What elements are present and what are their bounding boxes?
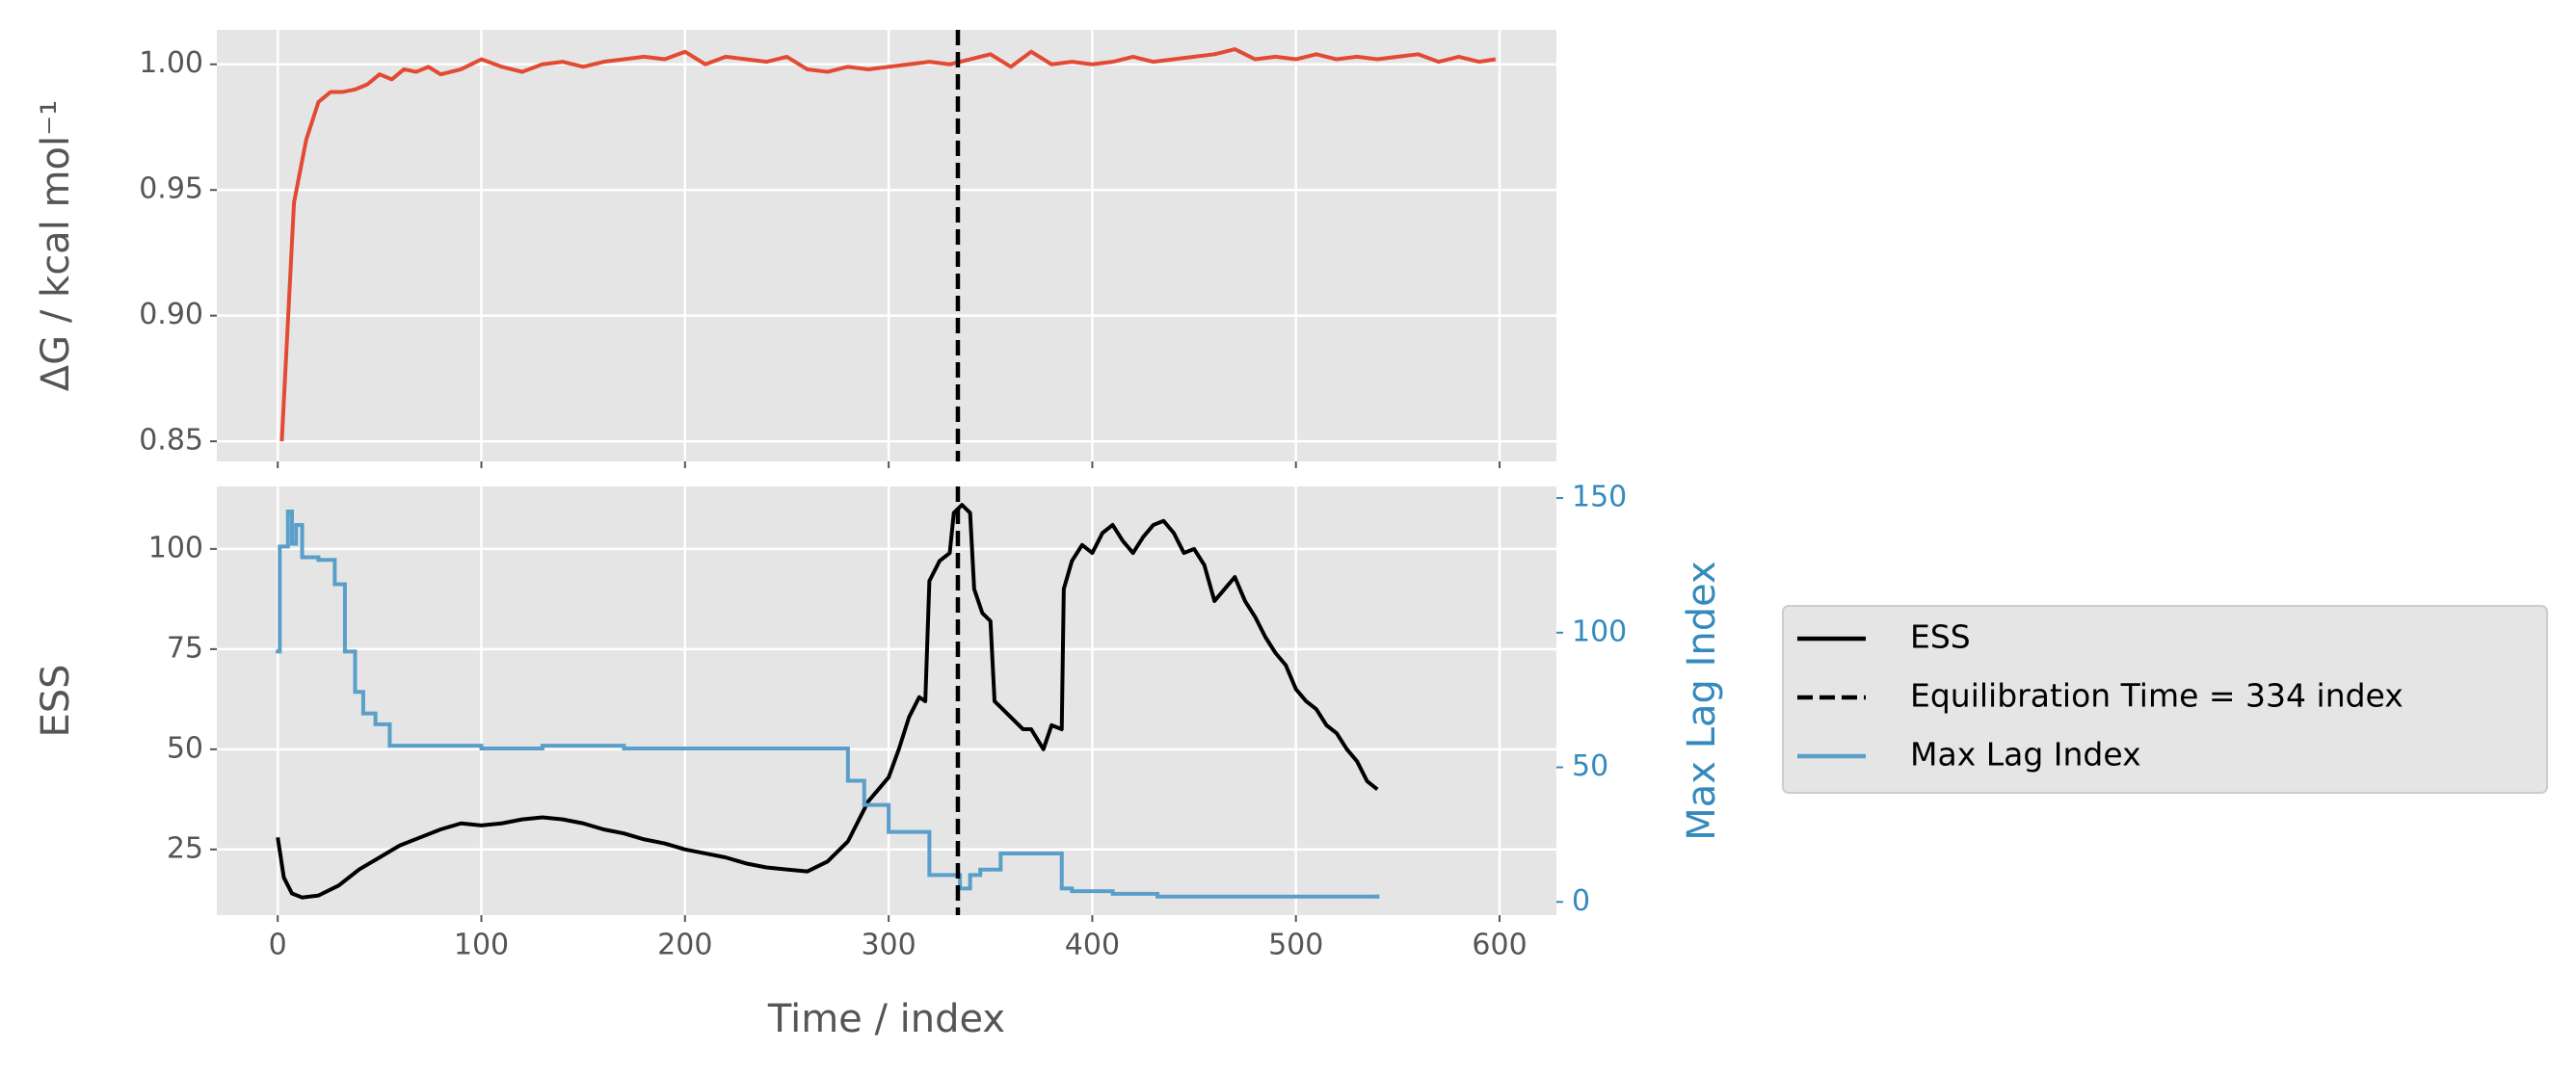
y-tick-label: 1.00	[139, 46, 203, 80]
y2-tick-label: 50	[1572, 749, 1608, 783]
legend-box	[1782, 605, 2548, 794]
x-tick-label: 500	[1268, 929, 1323, 962]
legend-label: Equilibration Time = 334 index	[1910, 677, 2403, 715]
x-axis-label: Time / index	[767, 997, 1005, 1041]
y-tick-label: 0.85	[139, 424, 203, 458]
y-axis-label: ΔG / kcal mol⁻¹	[34, 100, 78, 391]
x-tick-label: 100	[454, 929, 509, 962]
y-tick-label: 75	[167, 631, 203, 665]
y-tick-label: 100	[148, 531, 203, 564]
x-tick-label: 300	[861, 929, 916, 962]
y-tick-label: 0.95	[139, 172, 203, 206]
x-tick-label: 0	[269, 929, 287, 962]
y2-axis-label: Max Lag Index	[1680, 561, 1724, 840]
y-tick-label: 0.90	[139, 298, 203, 331]
y2-tick-label: 100	[1572, 615, 1627, 648]
x-tick-label: 200	[657, 929, 712, 962]
plot-background	[217, 486, 1556, 915]
data-line	[279, 47, 1497, 442]
y2-tick-label: 0	[1572, 884, 1590, 918]
legend-label: Max Lag Index	[1910, 736, 2141, 774]
data-line	[276, 503, 1379, 900]
x-tick-label: 600	[1472, 929, 1527, 962]
x-tick-label: 400	[1065, 929, 1120, 962]
plot-background	[217, 30, 1556, 461]
y2-tick-label: 150	[1572, 481, 1627, 514]
legend-label: ESS	[1910, 618, 1971, 656]
y-tick-label: 25	[167, 831, 203, 865]
y-axis-label: ESS	[34, 664, 78, 737]
y-tick-label: 50	[167, 731, 203, 765]
